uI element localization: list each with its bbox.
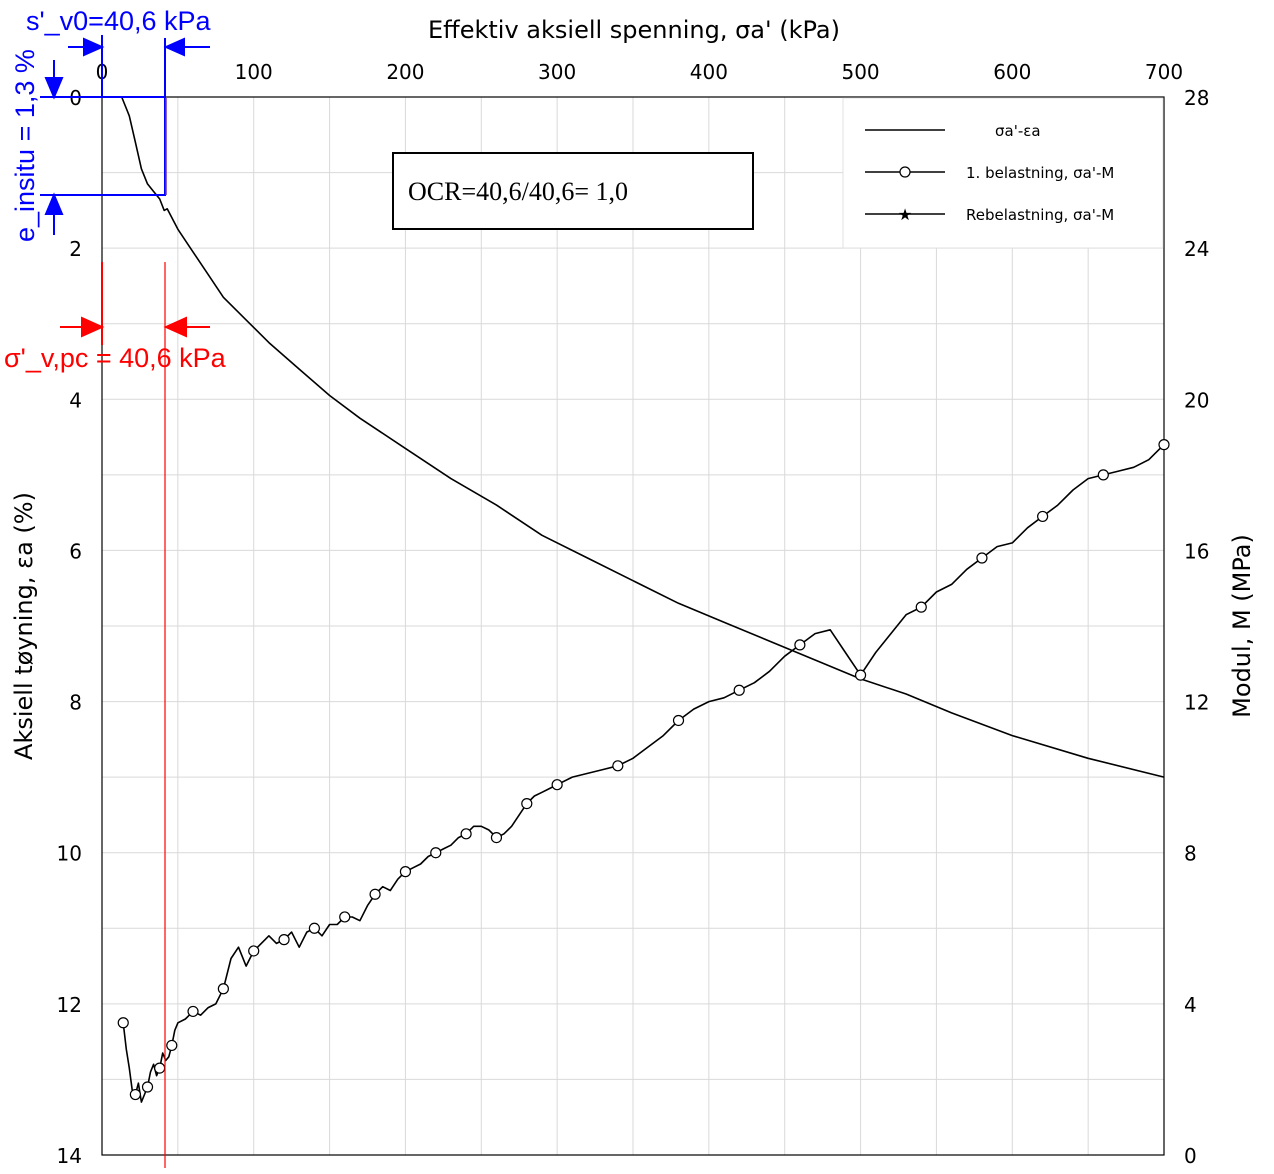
series-marker [612,760,624,772]
right-y-tick-label: 16 [1184,539,1209,563]
series-marker [248,945,260,957]
ocr-box [392,152,754,230]
legend-box [842,97,1164,249]
einsitu-arrows [44,60,64,235]
right-y-tick-label: 28 [1184,86,1209,110]
legend-entry-3: ★ [865,205,945,224]
x-tick-label: 300 [538,60,576,84]
series-marker [551,779,563,791]
sv0-arrows [68,37,210,57]
sv0-label: s'_v0=40,6 kPa [26,6,212,36]
legend-label-2: 1. belastning, σa'-M [966,164,1114,182]
series-marker [490,831,503,844]
series-marker [217,983,229,995]
series-marker [430,847,442,859]
left-y-tick-label: 6 [69,539,82,563]
left-y-tick-label: 4 [69,388,82,412]
right-y-tick-label: 4 [1184,993,1197,1017]
series-marker [1158,439,1170,451]
series-marker [1037,510,1049,523]
series-marker [117,1017,129,1029]
pc-arrows [60,316,210,338]
series-marker [1097,469,1109,481]
series-marker [915,601,927,613]
series-marker [399,866,412,878]
series-marker [339,911,351,923]
series-marker [460,828,472,840]
series-marker [672,714,685,727]
series-marker [854,669,867,681]
right-y-axis-title: Modul, M (MPa) [1228,534,1256,718]
svg-text:★: ★ [898,205,912,224]
right-y-tick-label: 24 [1184,237,1209,261]
left-y-tick-label: 8 [69,691,82,715]
series-marker [733,684,745,696]
x-tick-label: 400 [690,60,728,84]
series-line-2 [122,444,1165,1103]
x-tick-label: 500 [841,60,879,84]
series-marker [794,639,806,651]
plot-frame [101,96,1165,1156]
series-marker [521,797,533,810]
series-marker [141,1081,154,1093]
x-tick-label: 700 [1145,60,1183,84]
ocr-text: OCR=40,6/40,6= 1,0 [408,177,628,206]
series-marker [976,552,988,564]
x-tick-labels: 0100200300400500600700 [96,60,1183,84]
left-y-axis-title: Aksiell tøyning, εa (%) [10,492,38,760]
right-y-tick-label: 0 [1184,1144,1197,1168]
series-marker [166,1039,178,1052]
series-marker [278,934,290,946]
right-y-tick-labels: 0 4 8 12 16 20 24 28 [1184,86,1209,1168]
left-y-tick-label: 2 [69,237,82,261]
grid-lines [101,96,1165,1156]
legend-label-1: σa'-εa [995,122,1041,140]
einsitu-label: e_insitu = 1,3 % [10,49,40,242]
left-y-tick-label: 10 [57,842,82,866]
series-marker [187,1005,199,1018]
left-y-tick-label: 14 [57,1144,82,1168]
right-y-tick-label: 20 [1184,388,1209,412]
x-tick-label: 100 [235,60,273,84]
x-tick-label: 600 [993,60,1031,84]
series-marker [129,1088,141,1101]
left-y-tick-label: 12 [57,993,82,1017]
right-y-tick-label: 12 [1184,691,1209,715]
legend-label-3: Rebelastning, σa'-M [966,206,1114,224]
legend-entry-2 [865,166,945,178]
series-marker [154,1062,166,1074]
series-line-1 [102,96,1165,778]
x-axis-title: Effektiv aksiell spenning, σa' (kPa) [428,16,840,44]
right-y-tick-label: 8 [1184,842,1197,866]
series-layer [102,96,1170,1103]
svpc-label: σ'_v,pc = 40,6 kPa [4,343,227,373]
series-marker [308,922,320,934]
series-marker [369,888,381,900]
x-tick-label: 200 [386,60,424,84]
